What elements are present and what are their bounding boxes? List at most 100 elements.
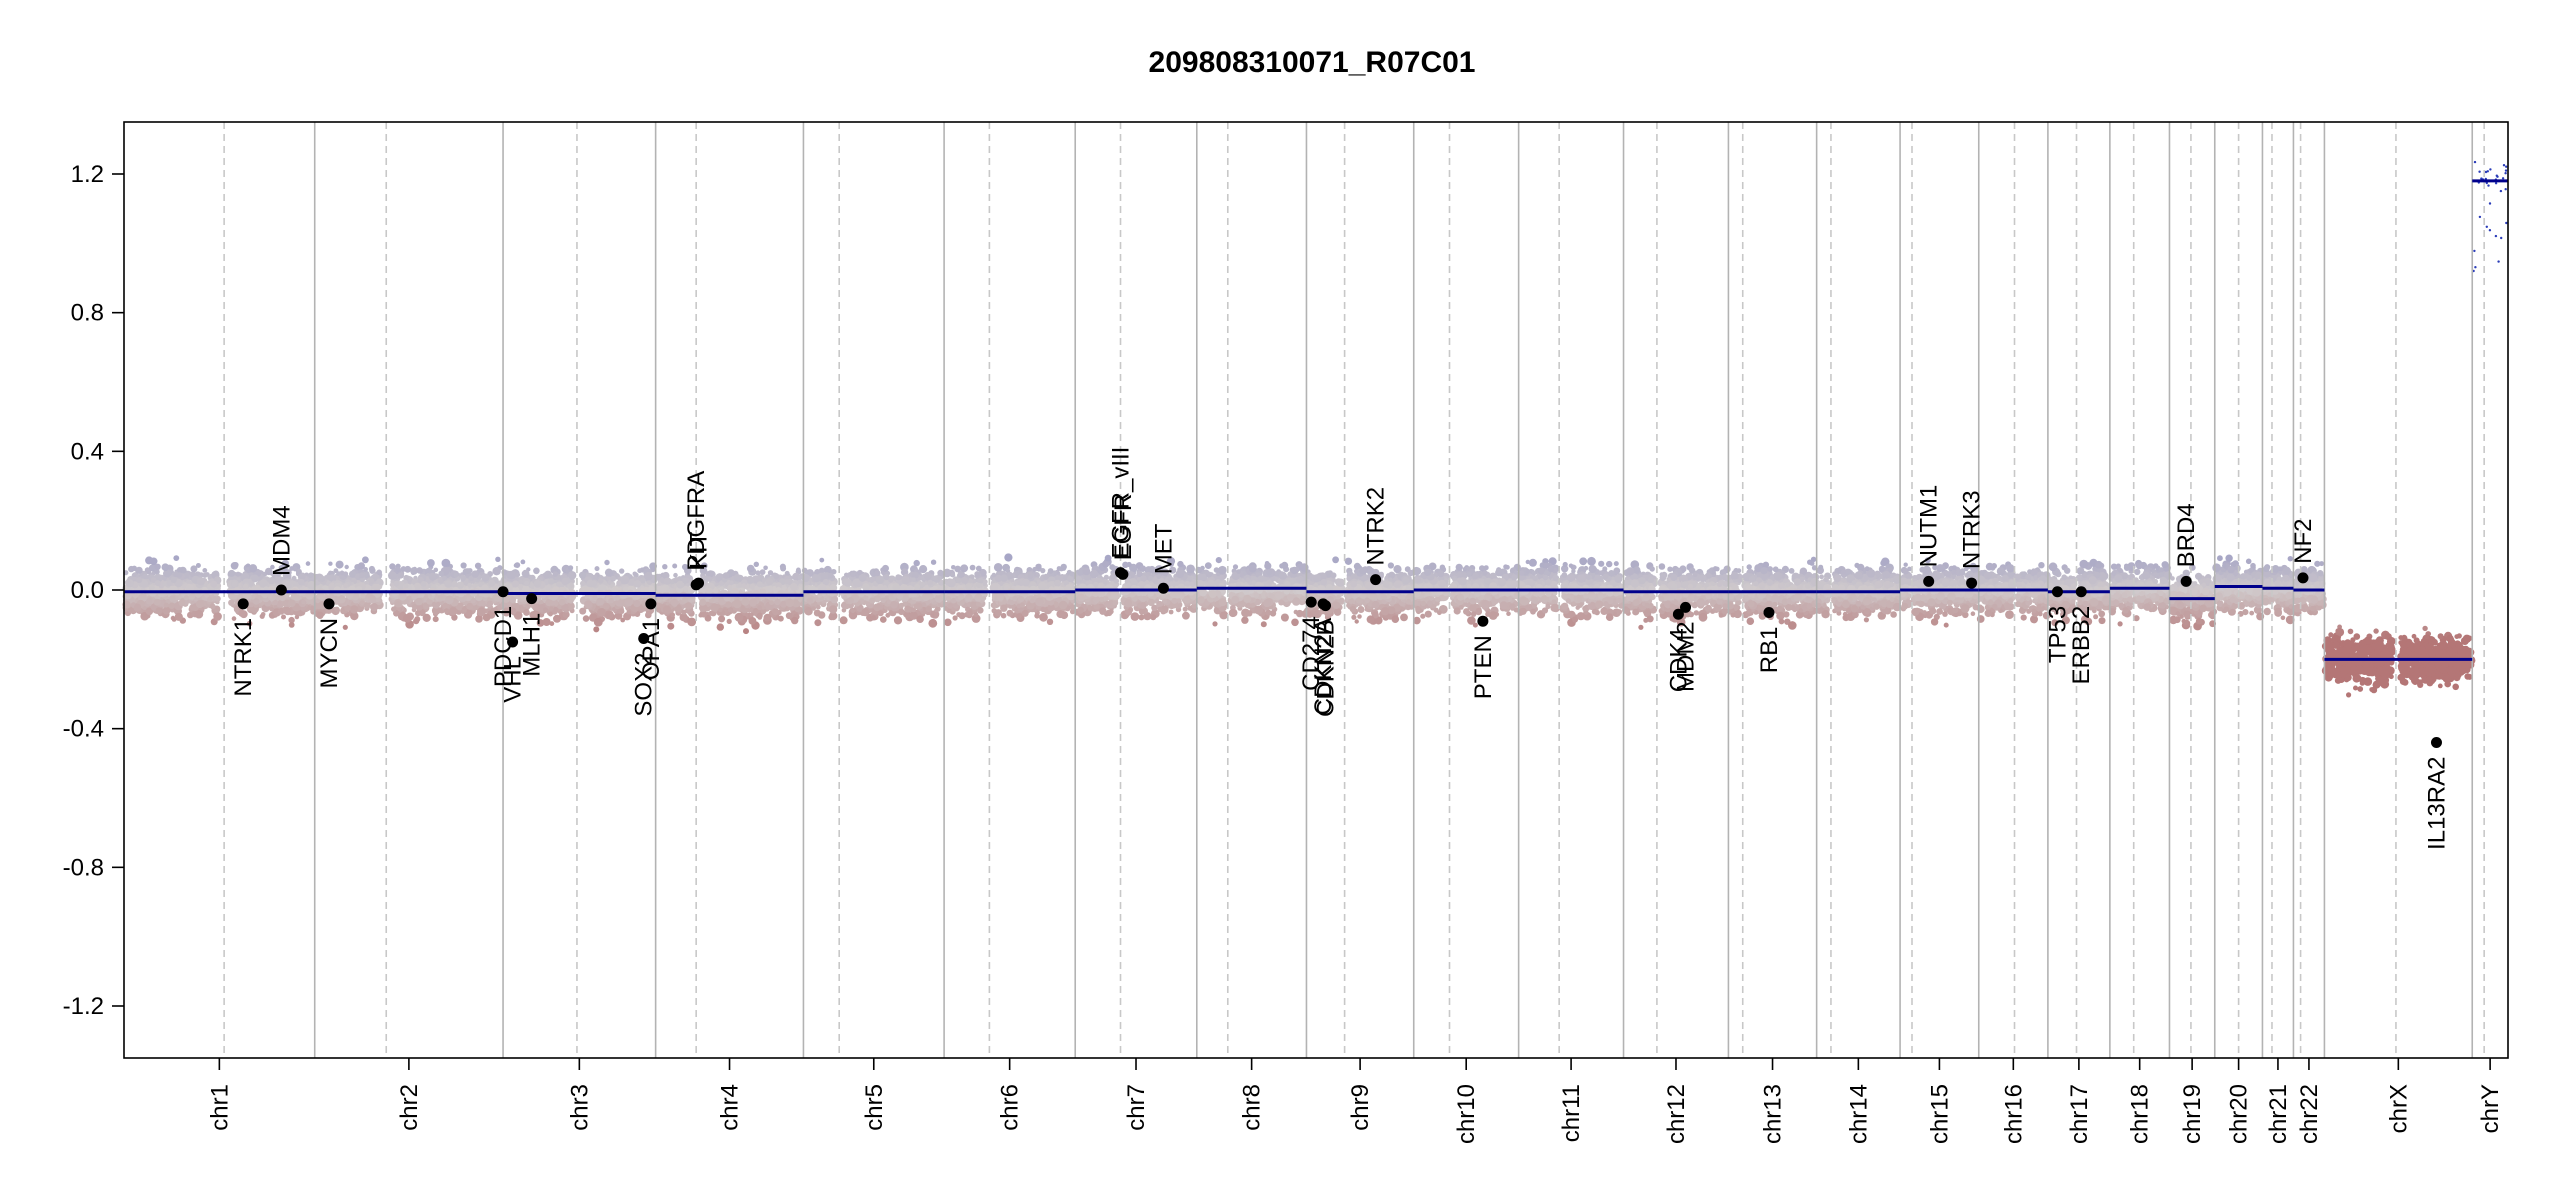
probe-point [212,596,218,601]
probe-point [289,566,295,571]
probe-point [443,608,450,614]
probe-point [937,575,942,581]
probe-point [350,611,359,621]
probe-point [1006,609,1014,617]
probe-point [830,596,839,604]
probe-point [892,583,900,591]
probe-point [608,597,614,604]
probe-point [662,605,672,614]
probe-point [398,592,407,601]
probe-point [403,574,410,581]
probe-point [202,568,208,573]
probe-point [132,576,138,583]
probe-point [294,614,300,620]
probe-point [195,591,202,598]
probe-point [378,580,383,586]
probe-point [914,583,921,590]
probe-point [363,567,368,572]
probe-point [453,572,459,578]
probe-point [357,562,365,570]
probe-point [637,568,643,574]
probe-point [185,584,194,593]
probe-point [467,582,473,588]
probe-point [358,572,365,579]
probe-point [552,571,559,577]
probe-point [252,598,260,605]
probe-point [460,562,467,569]
probe-point [410,567,418,575]
probe-point [168,602,175,609]
probe-point [376,569,383,576]
probe-point [135,566,143,574]
probe-point [682,578,688,584]
probe-point [267,593,273,599]
probe-point [162,606,171,615]
probe-point [840,602,847,609]
probe-point [403,583,409,589]
probe-point [248,564,258,573]
probe-point [124,579,131,586]
probe-point [402,614,412,623]
probe-point [518,579,524,585]
probe-point [284,580,293,589]
probe-point [579,571,586,579]
probe-point [790,583,798,591]
probe-point [242,583,249,590]
probe-point [743,628,749,635]
probe-point [888,610,894,616]
probe-point [298,573,306,580]
probe-point [701,611,708,618]
probe-point [801,573,810,583]
probe-point [921,592,931,602]
probe-point [727,584,733,590]
probe-point [441,558,451,568]
probe-point [769,600,774,606]
probe-point [305,561,311,566]
probe-point [632,571,638,577]
probe-point [877,610,884,617]
probe-point [806,597,814,604]
probe-point [904,605,912,613]
probe-point [660,585,668,593]
probe-point [553,614,561,623]
probe-point [843,595,848,600]
probe-point [719,615,724,621]
probe-point [206,596,213,603]
probe-point [246,620,253,627]
probe-point [136,577,143,584]
probe-point [291,575,297,581]
probe-point [811,606,816,611]
probe-point [492,567,501,576]
probe-point [619,608,625,614]
probe-point [568,565,574,571]
probe-point [388,571,397,580]
probe-point [852,578,861,587]
probe-point [716,623,724,631]
probe-point [442,575,447,581]
probe-point [561,577,569,586]
probe-point [286,569,292,575]
probe-point [343,583,349,589]
probe-point [667,622,675,630]
probe-point [817,592,823,598]
probe-point [161,563,170,571]
probe-point [279,594,286,601]
probe-point [481,573,490,582]
probe-point [604,559,610,566]
probe-point [169,595,176,602]
probe-point [248,602,254,608]
probe-point [765,578,774,586]
probe-point [422,613,431,623]
probe-point [488,579,496,587]
probe-point [444,580,453,588]
probe-point [746,564,755,573]
probe-point [542,607,549,613]
probe-point [756,612,763,619]
probe-point [858,574,867,582]
probe-point [670,612,676,618]
probe-point [283,606,291,615]
probe-point [729,580,734,585]
probe-point [903,594,909,600]
probe-point [568,582,574,588]
probe-point [875,575,885,585]
